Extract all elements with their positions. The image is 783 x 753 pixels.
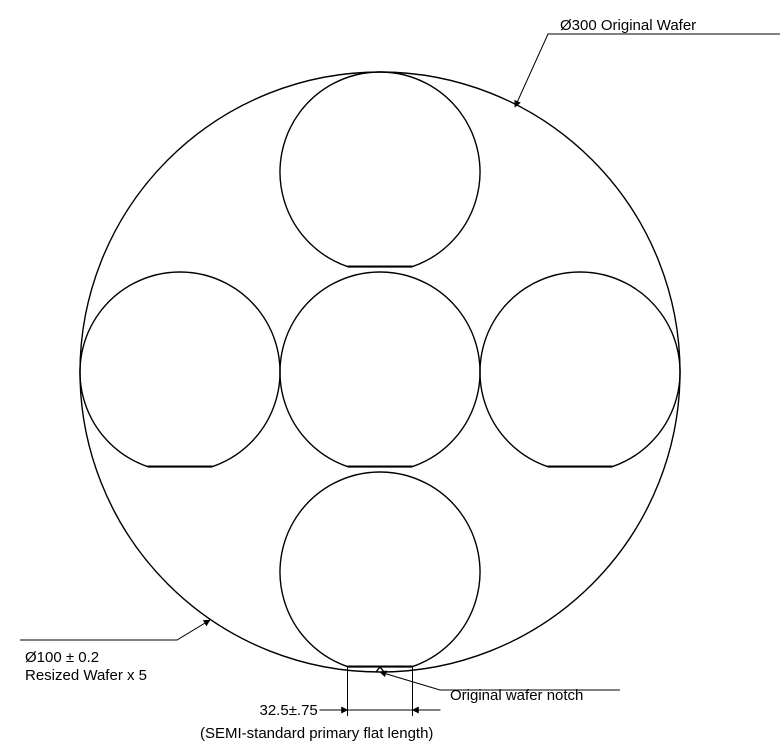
outer-wafer-notch-icon	[376, 667, 384, 672]
inner-wafer-center	[280, 272, 480, 467]
label-flat-note: (SEMI-standard primary flat length)	[200, 725, 433, 742]
outer-wafer	[80, 72, 680, 672]
wafer-diagram: Ø300 Original Wafer Ø100 ± 0.2Resized Waf…	[0, 0, 783, 753]
inner-wafer-top	[280, 72, 480, 267]
inner-wafer-left	[80, 272, 280, 467]
label-notch: Original wafer notch	[450, 687, 583, 704]
label-outer-wafer: Ø300 Original Wafer	[560, 17, 696, 34]
leader-outer-wafer	[515, 34, 780, 107]
inner-wafer-right	[480, 272, 680, 467]
label-inner-count: Resized Wafer x 5	[25, 667, 147, 684]
leader-inner-wafer	[20, 620, 210, 640]
label-inner-diameter: Ø100 ± 0.2	[25, 649, 99, 666]
inner-wafer-bottom	[280, 472, 480, 667]
label-flat-dim: 32.5±.75	[260, 702, 318, 719]
